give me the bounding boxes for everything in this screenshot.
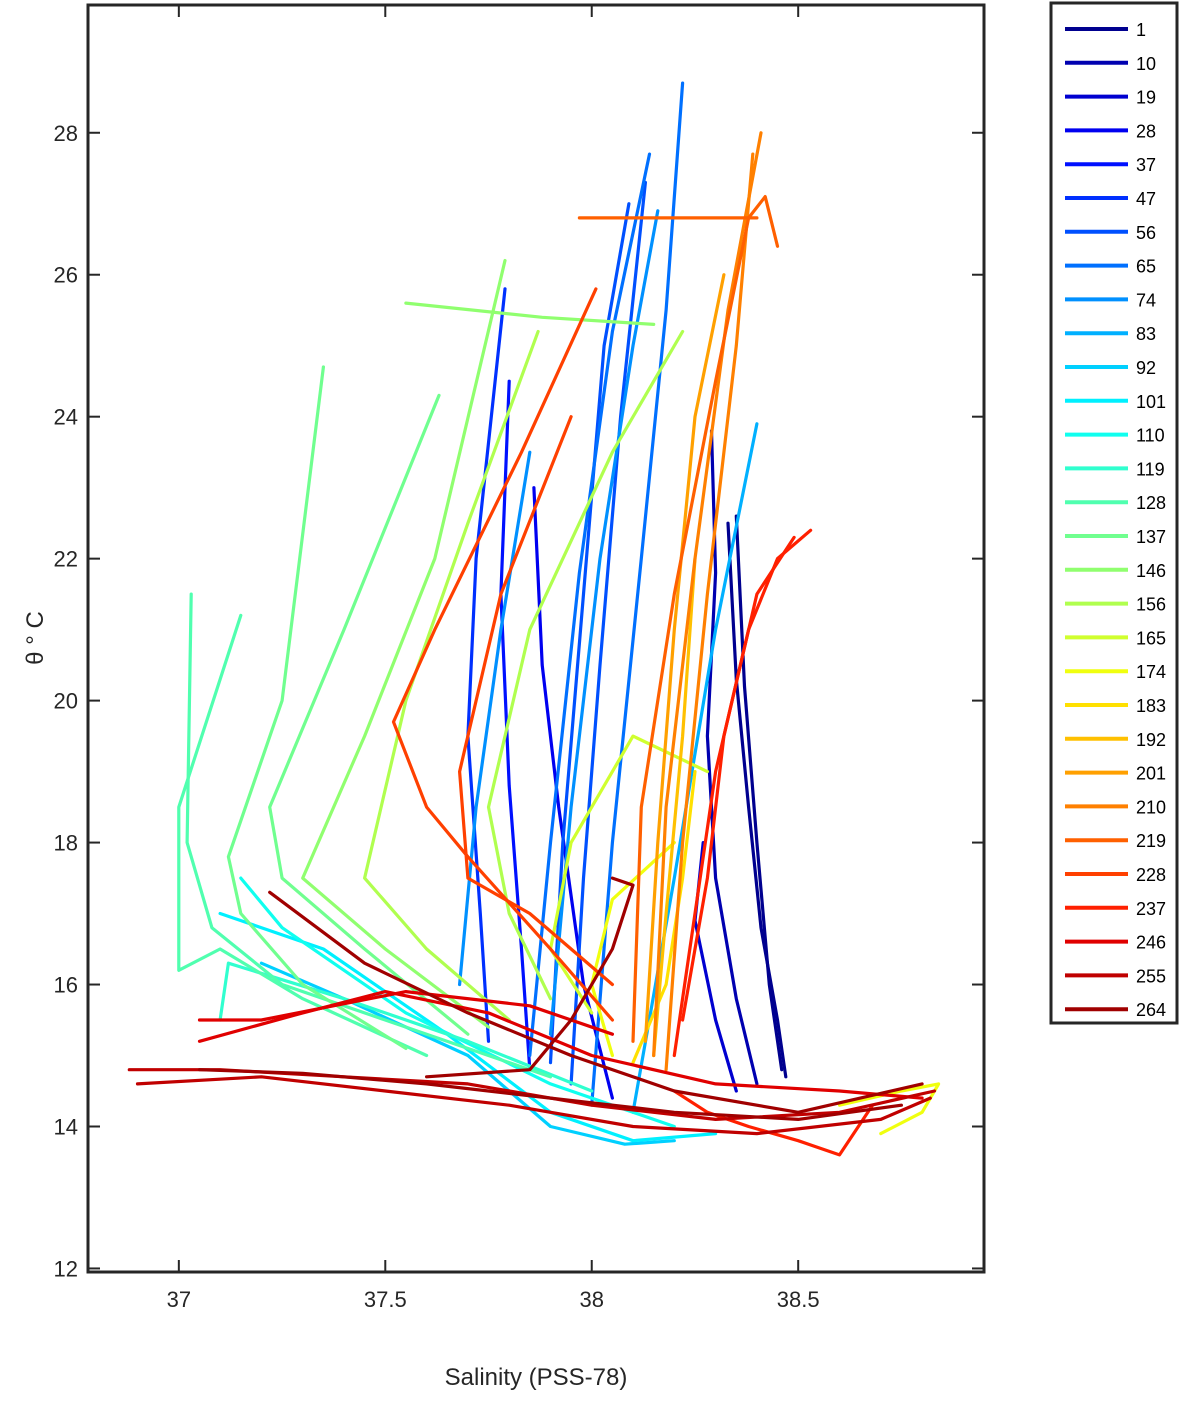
series-line-165	[548, 734, 709, 1015]
series-line-201	[643, 273, 726, 1043]
legend-label-165: 165	[1136, 628, 1166, 648]
legend-entries: 1101928374756657483921011101191281371461…	[1065, 20, 1166, 1020]
series-line-219	[631, 195, 780, 1043]
series-line-192	[652, 557, 697, 1058]
series-line-83	[631, 422, 759, 1114]
series-line-237	[672, 1089, 875, 1157]
legend-label-47: 47	[1136, 189, 1156, 209]
legend-label-10: 10	[1136, 54, 1156, 74]
series-line-255	[135, 1075, 932, 1136]
series-line-237	[681, 535, 796, 1022]
y-axis: 12 14 16 18 20 22 24 26 28	[54, 121, 984, 1281]
y-tick-label: 16	[54, 973, 78, 998]
series-line-37	[499, 379, 532, 1072]
series-line-210	[664, 152, 755, 1072]
y-tick-label: 28	[54, 121, 78, 146]
series-line-146	[301, 258, 507, 1029]
legend-label-83: 83	[1136, 324, 1156, 344]
series-line-1	[734, 514, 784, 1072]
legend-label-156: 156	[1136, 595, 1166, 615]
x-axis: 37 37.5 38 38.5	[167, 5, 820, 1312]
legend-label-74: 74	[1136, 290, 1156, 310]
y-tick-label: 18	[54, 831, 78, 856]
y-tick-label: 14	[54, 1114, 78, 1139]
series-layer	[127, 81, 941, 1157]
legend: 1101928374756657483921011101191281371461…	[1049, 1, 1179, 1025]
legend-label-65: 65	[1136, 257, 1156, 277]
series-line-74	[458, 450, 532, 987]
legend-label-146: 146	[1136, 561, 1166, 581]
axes-box	[86, 3, 986, 1274]
legend-label-201: 201	[1136, 764, 1166, 784]
legend-label-28: 28	[1136, 121, 1156, 141]
legend-label-110: 110	[1136, 426, 1165, 446]
x-tick-label: 37.5	[364, 1287, 407, 1312]
series-line-156	[363, 329, 540, 1022]
legend-label-237: 237	[1136, 899, 1166, 919]
legend-label-92: 92	[1136, 358, 1156, 378]
series-line-65	[528, 152, 652, 1058]
legend-label-255: 255	[1136, 966, 1166, 986]
y-axis-label: θ ° C	[22, 611, 49, 665]
legend-label-137: 137	[1136, 527, 1166, 547]
legend-label-56: 56	[1136, 223, 1156, 243]
series-line-228	[458, 415, 614, 987]
series-line-137	[268, 393, 470, 1036]
legend-label-246: 246	[1136, 933, 1166, 953]
legend-label-192: 192	[1136, 730, 1166, 750]
series-line-137	[226, 365, 408, 1050]
y-tick-label: 24	[54, 405, 78, 430]
series-line-246	[197, 990, 614, 1036]
x-axis-label: Salinity (PSS-78)	[445, 1364, 628, 1391]
y-tick-label: 26	[54, 263, 78, 288]
series-line-128	[185, 592, 553, 1079]
legend-label-101: 101	[1136, 392, 1166, 412]
y-tick-label: 20	[54, 689, 78, 714]
legend-label-119: 119	[1136, 459, 1165, 479]
legend-label-37: 37	[1136, 155, 1156, 175]
legend-label-228: 228	[1136, 865, 1166, 885]
series-line-264	[425, 876, 635, 1079]
legend-label-174: 174	[1136, 662, 1166, 682]
legend-label-219: 219	[1136, 831, 1166, 851]
series-line-1	[726, 521, 788, 1079]
series-line-119	[218, 961, 594, 1093]
series-line-56	[569, 180, 647, 1086]
legend-label-183: 183	[1136, 696, 1166, 716]
legend-label-264: 264	[1136, 1000, 1166, 1020]
legend-label-210: 210	[1136, 797, 1166, 817]
y-tick-label: 12	[54, 1256, 78, 1281]
series-line-264	[268, 890, 924, 1114]
x-tick-label: 37	[167, 1287, 191, 1312]
legend-label-19: 19	[1136, 88, 1156, 108]
x-tick-label: 38	[579, 1287, 603, 1312]
legend-label-1: 1	[1136, 20, 1146, 40]
series-line-146	[404, 301, 656, 326]
y-tick-label: 22	[54, 547, 78, 572]
legend-box	[1049, 1, 1179, 1025]
legend-label-128: 128	[1136, 493, 1166, 513]
plot-area	[86, 3, 986, 1274]
series-line-183	[631, 770, 697, 1065]
series-line-210	[652, 131, 763, 1058]
series-line-264	[197, 1068, 903, 1121]
x-tick-label: 38.5	[777, 1287, 820, 1312]
series-line-110	[239, 876, 676, 1129]
series-line-56	[548, 202, 631, 1065]
series-line-174	[590, 841, 676, 1058]
series-line-156	[486, 329, 685, 1001]
axes-background	[88, 5, 984, 1272]
series-line-228	[391, 287, 614, 1022]
